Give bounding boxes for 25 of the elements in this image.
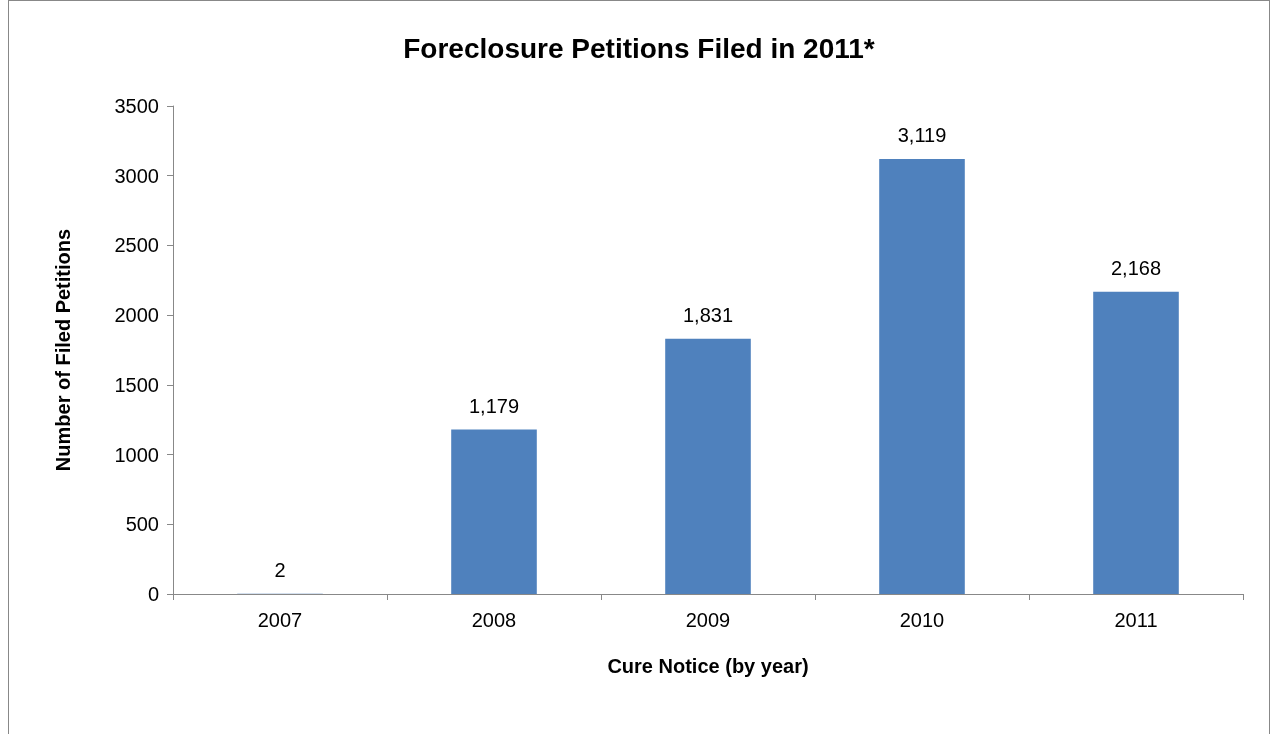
x-axis-title: Cure Notice (by year) (607, 655, 809, 677)
bar (1093, 291, 1179, 594)
y-tick-label: 3000 (114, 164, 159, 187)
x-tick-label: 2009 (685, 609, 731, 631)
y-tick-label: 500 (125, 513, 159, 536)
y-tick-label: 3500 (114, 95, 159, 117)
y-axis-title: Number of Filed Petitions (52, 228, 74, 472)
y-tick-label: 1000 (114, 443, 159, 466)
x-tick-label: 2007 (257, 609, 303, 631)
bar (451, 429, 537, 594)
y-tick-label: 1500 (114, 373, 159, 396)
x-tick-label: 2011 (1114, 609, 1158, 631)
data-label: 2 (274, 558, 286, 581)
data-label: 1,179 (468, 394, 520, 417)
x-tick-label: 2010 (899, 609, 945, 631)
bar (665, 338, 751, 594)
data-label: 1,831 (682, 303, 734, 326)
data-label: 3,119 (897, 124, 947, 147)
data-label: 2,168 (1110, 256, 1162, 279)
chart-title: Foreclosure Petitions Filed in 2011* (403, 32, 875, 64)
y-tick-label: 2500 (114, 234, 159, 257)
y-tick-label: 2000 (114, 304, 159, 327)
x-tick-label: 2008 (471, 609, 517, 631)
bar (879, 159, 965, 594)
y-tick-label: 0 (147, 583, 159, 605)
